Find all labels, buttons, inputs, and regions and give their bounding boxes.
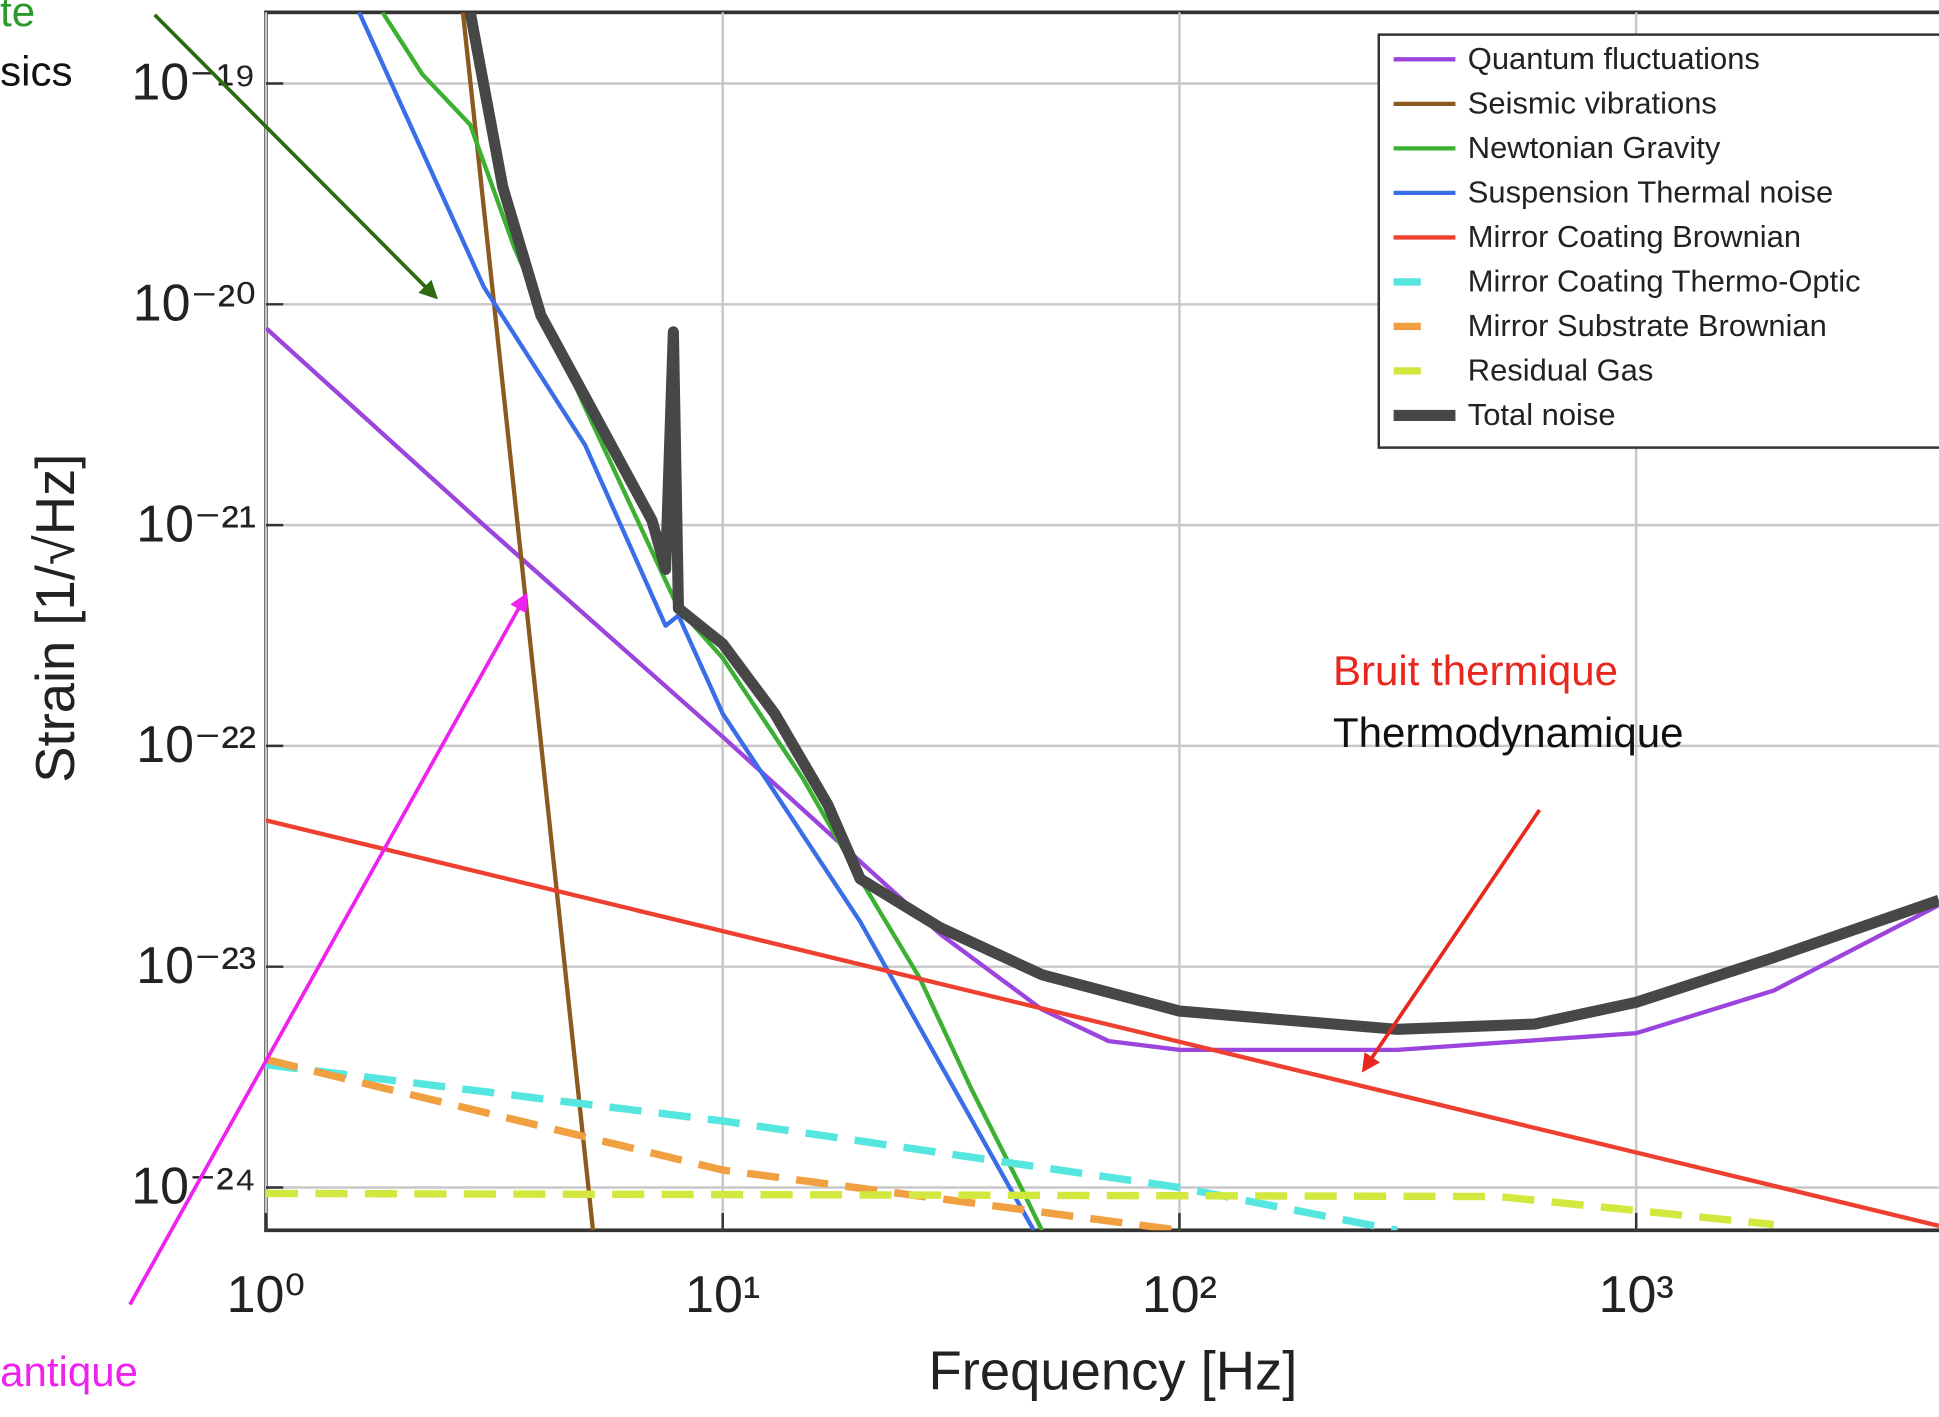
series-line [265,326,1939,1053]
annotation: Bruit thermique [1333,647,1618,694]
arrow [153,13,438,300]
legend: Quantum fluctuations Seismic vibrations Ne… [1377,33,1939,449]
x-tick-label: 10² [1142,1266,1217,1324]
legend-label: Mirror Substrate Brownian [1468,308,1827,343]
labels: 10⁰10¹10²10³10⁻²⁴10⁻²³10⁻²²10⁻²¹10⁻²⁰10⁻… [0,0,1683,1395]
legend-box [1377,33,1939,449]
annotation: antique [0,1348,138,1395]
legend-label: Total noise [1468,397,1616,432]
series-line [460,12,596,1231]
legend-label: Suspension Thermal noise [1468,174,1833,209]
x-tick-label: 10⁰ [227,1266,306,1324]
series-line [265,1055,1180,1231]
lines [265,12,1939,1231]
annotation: Thermodynamique [1333,709,1683,756]
legend-label: Mirror Coating Thermo-Optic [1468,263,1861,298]
y-tick-label: 10⁻²⁰ [133,274,256,332]
arrow [1361,808,1542,1073]
legend-label: Newtonian Gravity [1468,130,1721,165]
legend-label: Quantum fluctuations [1468,41,1760,76]
legend-label: Mirror Coating Brownian [1468,219,1801,254]
legend-label: Seismic vibrations [1468,85,1717,120]
x-axis-title: Frequency [Hz] [929,1340,1298,1401]
series-line [464,12,1939,1035]
annotation: te [0,0,35,35]
y-tick-label: 10⁻²² [136,716,256,774]
y-axis-title: Strain [1/√Hz] [25,454,86,783]
series-line [265,818,1939,1228]
y-tick-label: 10⁻²³ [136,937,256,995]
x-tick-label: 10¹ [685,1266,760,1324]
annotation: sics [0,47,72,94]
series-line [357,12,1036,1231]
legend-label: Residual Gas [1468,352,1654,387]
arrow [128,592,528,1306]
y-tick-label: 10⁻¹⁹ [131,54,256,112]
y-tick-label: 10⁻²¹ [136,495,256,553]
series-line [380,12,1044,1231]
series-line [265,1189,1775,1229]
x-tick-label: 10³ [1599,1266,1674,1324]
